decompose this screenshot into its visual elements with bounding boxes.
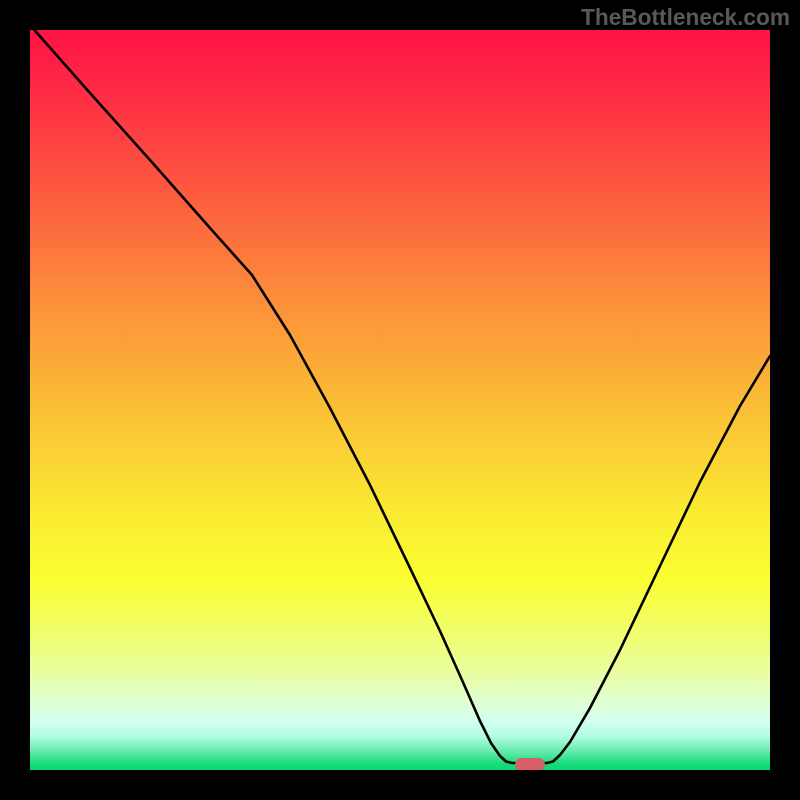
plot-area: [30, 30, 770, 770]
optimum-marker: [515, 758, 545, 771]
watermark-text: TheBottleneck.com: [581, 4, 790, 31]
bottleneck-curve-svg: [30, 30, 770, 770]
bottleneck-curve: [30, 30, 770, 763]
